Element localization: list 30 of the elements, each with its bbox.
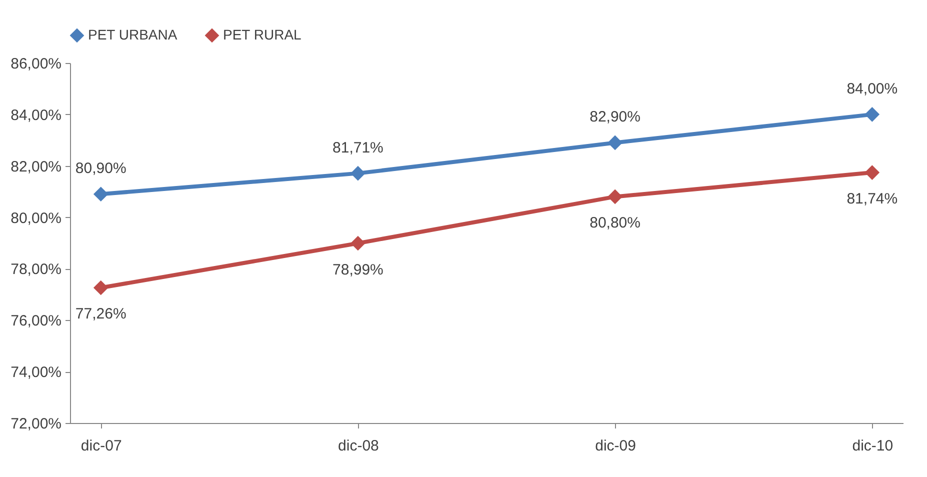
legend-label: PET RURAL bbox=[223, 26, 302, 42]
data-label: 78,99% bbox=[332, 261, 384, 278]
data-label: 77,26% bbox=[75, 306, 126, 323]
point bbox=[864, 165, 880, 180]
data-label: 82,90% bbox=[590, 108, 640, 126]
data-label: 84,00% bbox=[846, 80, 898, 98]
y-tick-label: 82,00% bbox=[10, 158, 62, 176]
x-tick-label: dic-10 bbox=[852, 438, 894, 454]
y-tick-label: 86,00% bbox=[10, 56, 62, 72]
y-tick-label: 74,00% bbox=[10, 364, 62, 382]
x-tick-label: dic-08 bbox=[338, 438, 379, 454]
data-label: 80,80% bbox=[590, 214, 640, 232]
point bbox=[93, 186, 108, 202]
y-tick-label: 76,00% bbox=[10, 312, 62, 330]
x-tick-label: dic-09 bbox=[595, 438, 636, 454]
data-label: 80,90% bbox=[75, 160, 126, 178]
y-tick-label: 80,00% bbox=[10, 210, 62, 227]
point bbox=[608, 135, 622, 150]
y-tick-label: 72,00% bbox=[10, 416, 62, 432]
y-tick-label: 84,00% bbox=[10, 106, 62, 124]
point bbox=[93, 280, 108, 296]
legend-label: PET URBANA bbox=[88, 26, 178, 42]
x-tick-label: dic-07 bbox=[80, 438, 122, 454]
data-label: 81,74% bbox=[846, 190, 898, 208]
point bbox=[350, 236, 366, 251]
point bbox=[608, 189, 622, 204]
point bbox=[864, 107, 880, 122]
data-label: 81,71% bbox=[332, 139, 384, 156]
point bbox=[350, 166, 366, 181]
y-tick-label: 78,00% bbox=[10, 261, 62, 278]
